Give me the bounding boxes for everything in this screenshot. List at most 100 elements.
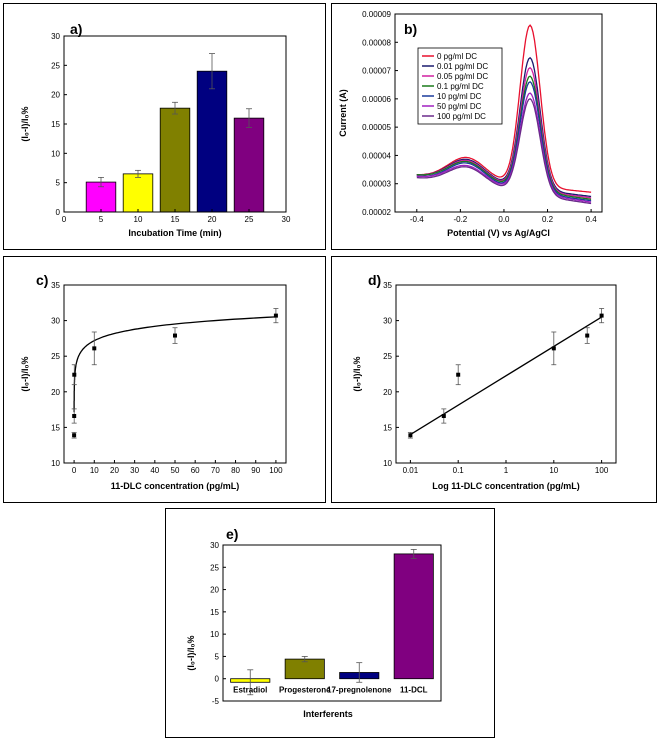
- x-tick-label: 0.01: [403, 466, 419, 475]
- panel-label: e): [226, 526, 238, 542]
- x-tick-label: 25: [245, 215, 254, 224]
- x-axis-label: 11-DLC concentration (pg/mL): [111, 481, 240, 491]
- x-tick-label: 1: [504, 466, 509, 475]
- bar: [122, 173, 154, 213]
- x-tick-label: 0.4: [586, 215, 598, 224]
- y-tick-label: 15: [383, 423, 392, 432]
- x-tick-label: -0.2: [453, 215, 467, 224]
- x-tick-label: 80: [231, 466, 240, 475]
- panel-d-calibration-log: 10 15 20 25 30 35 0.01 0.1 1 10 100 Log 11-DLC conc…: [331, 256, 657, 503]
- series-line: [416, 24, 592, 193]
- x-tick-label: 90: [251, 466, 260, 475]
- y-tick-label: 5: [56, 179, 61, 188]
- y-axis-label: (I₀-I)/I₀%: [20, 106, 30, 141]
- x-axis-label: Log 11-DLC concentration (pg/mL): [432, 481, 580, 491]
- panel-c-calibration-linear: 10 15 20 25 30 35 0 10 20 30 40 50 60 70 80 90 100 11-DLC…: [3, 256, 326, 503]
- data-point: [441, 414, 446, 419]
- data-point: [456, 372, 461, 377]
- legend-entry: 50 pg/ml DC: [437, 102, 482, 111]
- data-point: [72, 414, 77, 419]
- x-tick-label: 30: [282, 215, 291, 224]
- y-tick-label: 0.00002: [362, 208, 391, 217]
- x-tick-label: 50: [171, 466, 180, 475]
- y-tick-label: 0.00005: [362, 123, 391, 132]
- panel-label: c): [36, 272, 48, 288]
- chart-d-svg: 10 15 20 25 30 35 0.01 0.1 1 10 100 Log 11-DLC conc…: [352, 272, 617, 491]
- y-tick-label: 20: [51, 388, 60, 397]
- bar: [233, 117, 265, 213]
- x-tick-label: 10: [134, 215, 143, 224]
- y-tick-label: 0.00006: [362, 95, 391, 104]
- data-point: [92, 346, 97, 351]
- panel-e-interferents-chart: Estradiol Progesterone 17-pregnolenone 11-D…: [165, 508, 495, 738]
- x-tick-label: 0: [62, 215, 67, 224]
- x-axis-label: Interferents: [303, 709, 353, 719]
- x-tick-label: 0.2: [542, 215, 554, 224]
- data-point: [551, 346, 556, 351]
- y-tick-label: 0: [56, 208, 61, 217]
- y-axis-label: Current (A): [338, 89, 348, 137]
- y-tick-label: 5: [215, 652, 220, 661]
- y-tick-label: 15: [51, 120, 60, 129]
- series-line: [416, 92, 592, 203]
- category-label: 11-DCL: [400, 686, 428, 695]
- chart-c-svg: 10 15 20 25 30 35 0 10 20 30 40 50 60 70 80 90 100 11-DLC…: [20, 272, 287, 491]
- data-point: [408, 433, 413, 438]
- legend-entry: 0.01 pg/ml DC: [437, 62, 488, 71]
- y-tick-label: 0.00008: [362, 38, 391, 47]
- x-tick-label: 30: [130, 466, 139, 475]
- x-tick-label: 10: [549, 466, 558, 475]
- y-tick-label: 25: [51, 61, 60, 70]
- y-tick-label: 20: [383, 388, 392, 397]
- legend-entry: 10 pg/ml DC: [437, 92, 482, 101]
- y-axis-label: (I₀-I)/I₀%: [186, 635, 196, 670]
- x-tick-label: 40: [150, 466, 159, 475]
- plot-frame: [395, 284, 617, 464]
- y-tick-label: 15: [51, 423, 60, 432]
- y-axis-label: (I₀-I)/I₀%: [20, 356, 30, 391]
- series-line: [416, 80, 592, 202]
- y-tick-label: 0.00009: [362, 10, 391, 19]
- plot-frame: [394, 13, 603, 213]
- panel-b-voltammogram: 0.00002 0.00003 0.00004 0.00005 0.00006 0.000…: [331, 3, 657, 250]
- y-tick-label: 10: [383, 459, 392, 468]
- category-label: 17-pregnolenone: [327, 686, 392, 695]
- y-tick-label: 35: [51, 281, 60, 290]
- y-tick-label: 25: [51, 352, 60, 361]
- bar: [393, 553, 434, 680]
- y-tick-label: 0.00003: [362, 180, 391, 189]
- y-tick-label: 10: [210, 630, 219, 639]
- data-point: [585, 333, 590, 338]
- legend-entry: 0.05 pg/ml DC: [437, 72, 488, 81]
- x-tick-label: 0: [72, 466, 77, 475]
- category-label: Progesterone: [279, 686, 331, 695]
- x-tick-label: 100: [269, 466, 283, 475]
- y-tick-label: 35: [383, 281, 392, 290]
- y-tick-label: 0: [215, 675, 220, 684]
- y-tick-label: 30: [383, 317, 392, 326]
- x-tick-label: -0.4: [410, 215, 424, 224]
- chart-b-svg: 0.00002 0.00003 0.00004 0.00005 0.00006 0.000…: [338, 10, 603, 238]
- x-tick-label: 20: [110, 466, 119, 475]
- x-tick-label: 10: [90, 466, 99, 475]
- legend-entry: 0 pg/ml DC: [437, 52, 477, 61]
- x-tick-label: 60: [191, 466, 200, 475]
- category-label: Estradiol: [233, 686, 267, 695]
- data-point: [599, 313, 604, 318]
- legend-entry: 100 pg/ml DC: [437, 112, 486, 121]
- data-point: [273, 313, 278, 318]
- bar: [159, 107, 191, 213]
- x-tick-label: 100: [595, 466, 609, 475]
- x-tick-label: 0.0: [498, 215, 510, 224]
- plot-frame: [222, 544, 442, 702]
- data-point: [173, 333, 177, 338]
- y-tick-label: 10: [51, 459, 60, 468]
- x-axis-label: Incubation Time (min): [128, 228, 221, 238]
- y-tick-label: 20: [210, 586, 219, 595]
- data-point: [72, 433, 77, 438]
- y-axis-label: (I₀-I)/I₀%: [352, 356, 362, 391]
- x-tick-label: 70: [211, 466, 220, 475]
- data-point: [72, 372, 77, 377]
- y-tick-label: 0.00004: [362, 151, 391, 160]
